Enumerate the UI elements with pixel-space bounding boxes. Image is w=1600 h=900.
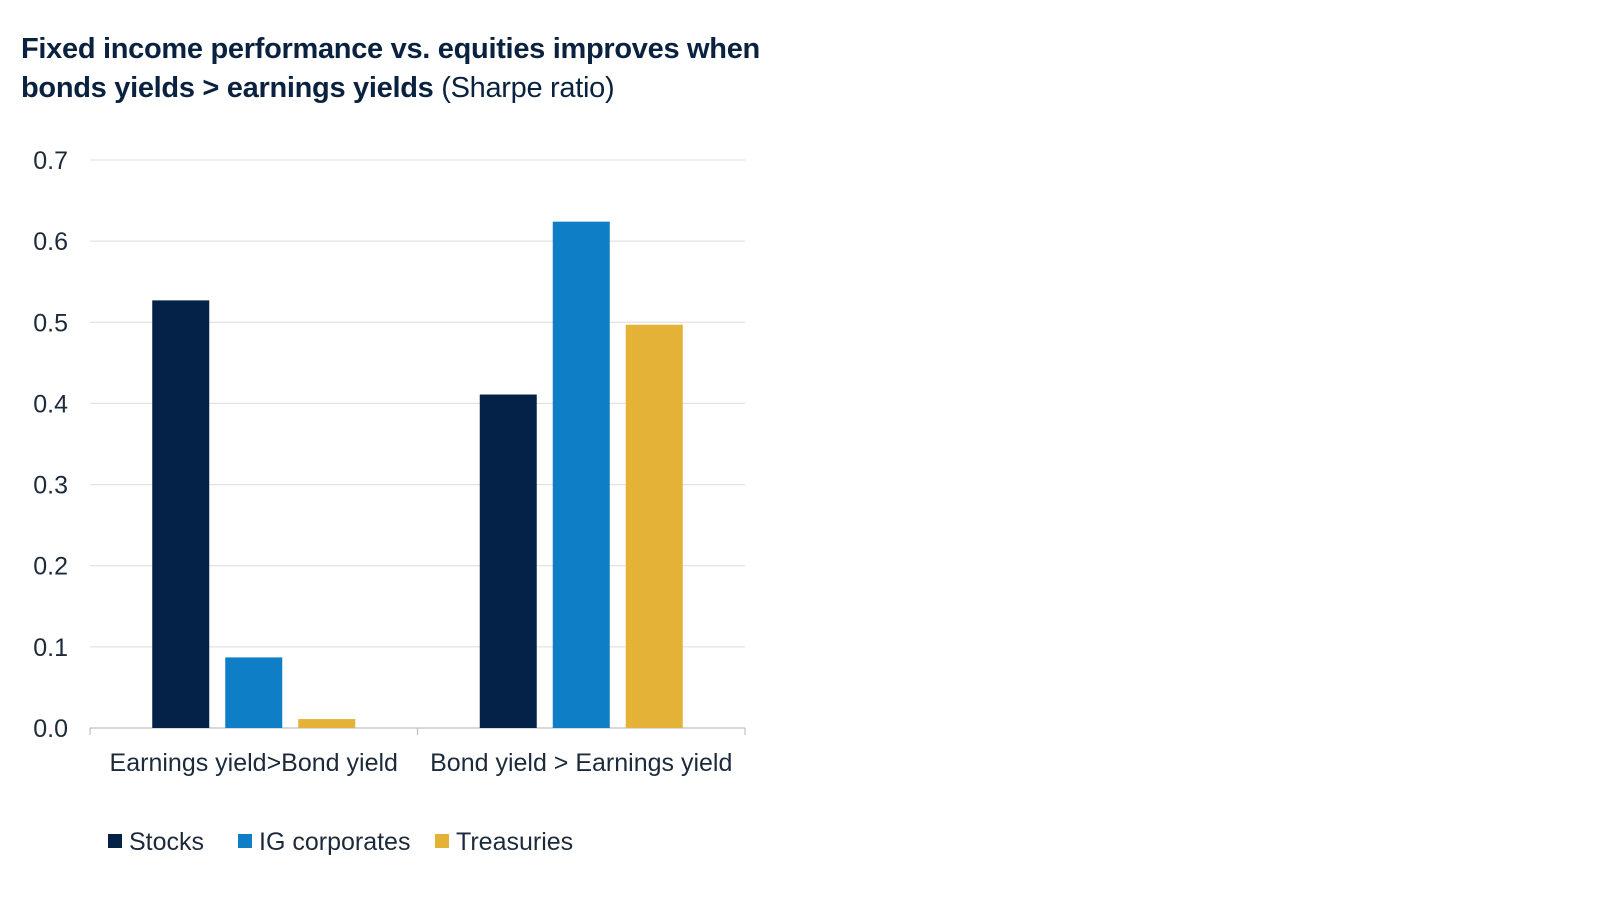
y-tick-label: 0.4 — [33, 390, 68, 418]
y-axis: 0.0 0.1 0.2 0.3 0.4 0.5 0.6 0.7 — [33, 147, 68, 743]
chart-title: Fixed income performance vs. equities im… — [21, 30, 781, 108]
y-tick-label: 0.7 — [33, 147, 68, 175]
y-tick-label: 0.6 — [33, 228, 68, 256]
x-axis: Earnings yield>Bond yield Bond yield > Ea… — [89, 728, 746, 777]
chart-title-units: (Sharpe ratio) — [441, 72, 615, 104]
y-tick-label: 0.2 — [33, 553, 68, 581]
legend-swatch — [435, 834, 449, 848]
x-category-label: Bond yield > Earnings yield — [430, 749, 732, 777]
y-tick-label: 0.0 — [33, 715, 68, 743]
legend-label: Treasuries — [456, 828, 573, 856]
bar-treasuries — [625, 324, 683, 728]
bar-ig-corporates — [552, 221, 610, 728]
legend-swatch — [238, 834, 252, 848]
legend: Stocks IG corporates Treasuries — [108, 828, 573, 856]
y-tick-label: 0.1 — [33, 634, 68, 662]
bar-stocks — [479, 394, 537, 728]
y-tick-label: 0.3 — [33, 472, 68, 500]
bar-stocks — [152, 300, 210, 728]
bars — [152, 221, 683, 728]
legend-swatch — [108, 834, 122, 848]
y-tick-label: 0.5 — [33, 309, 68, 337]
x-category-label: Earnings yield>Bond yield — [110, 749, 398, 777]
legend-label: IG corporates — [259, 828, 410, 856]
bar-ig-corporates — [225, 657, 283, 728]
chart-title-line2: bonds yields > earnings yields — [21, 72, 434, 104]
chart-title-line1: Fixed income performance vs. equities im… — [21, 33, 760, 65]
legend-label: Stocks — [129, 828, 204, 856]
bar-treasuries — [298, 719, 356, 728]
